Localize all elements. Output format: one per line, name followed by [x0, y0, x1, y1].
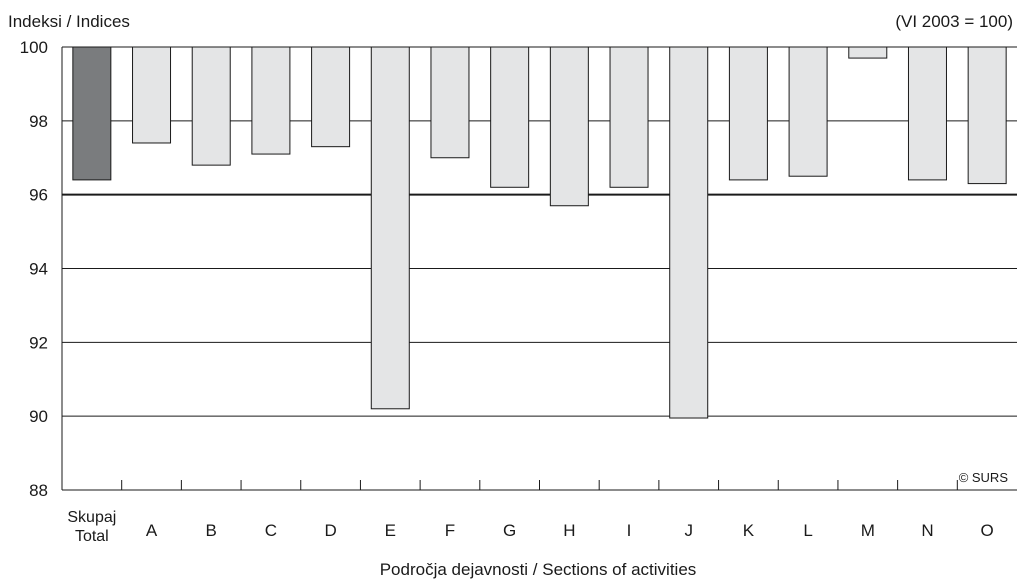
x-tick-label: L	[803, 521, 812, 540]
bar-J	[669, 46, 709, 419]
bar-A	[132, 46, 172, 144]
bar-total	[72, 46, 112, 181]
x-tick-label: E	[385, 521, 396, 540]
y-tick-label: 100	[20, 38, 48, 57]
y-tick-label: 96	[29, 186, 48, 205]
y-axis-title: Indeksi / Indices	[8, 12, 130, 31]
bar-E	[370, 46, 410, 410]
bar-C	[251, 46, 291, 155]
labels: 88 90 92 94 96 98 100 Skupaj Total A B C D E F G H I J K L M N…	[20, 38, 994, 545]
x-tick-label: H	[563, 521, 575, 540]
x-tick-label: J	[684, 521, 693, 540]
x-tick-label: G	[503, 521, 516, 540]
source-credit: © SURS	[959, 470, 1009, 485]
bar-H	[549, 46, 589, 207]
base-period-note: (VI 2003 = 100)	[895, 12, 1013, 31]
x-tick-label: F	[445, 521, 455, 540]
x-tick-label: Skupaj	[67, 509, 116, 526]
bars	[72, 46, 1007, 419]
y-tick-label: 94	[29, 260, 48, 279]
bar-G	[490, 46, 530, 188]
x-tick-label: Total	[75, 528, 109, 545]
x-tick-label: O	[981, 521, 994, 540]
bar-O	[967, 46, 1007, 185]
bar-D	[311, 46, 351, 148]
bar-I	[609, 46, 649, 188]
bar-N	[907, 46, 947, 181]
y-tick-label: 92	[29, 333, 48, 352]
bar-K	[728, 46, 768, 181]
x-tick-label: N	[921, 521, 933, 540]
x-tick-label: D	[324, 521, 336, 540]
x-axis-title: Področja dejavnosti / Sections of activi…	[380, 560, 697, 579]
bar-L	[788, 46, 828, 177]
x-tick-label: B	[206, 521, 217, 540]
axes	[61, 47, 1017, 491]
y-tick-label: 98	[29, 112, 48, 131]
x-tick-label: A	[146, 521, 158, 540]
y-tick-label: 88	[29, 481, 48, 500]
x-tick-label: K	[743, 521, 755, 540]
bar-F	[430, 46, 470, 159]
x-tick-label: M	[861, 521, 875, 540]
x-tick-label: I	[627, 521, 632, 540]
bar-B	[191, 46, 231, 166]
y-tick-label: 90	[29, 407, 48, 426]
x-tick-label: C	[265, 521, 277, 540]
bar-M	[848, 46, 888, 59]
